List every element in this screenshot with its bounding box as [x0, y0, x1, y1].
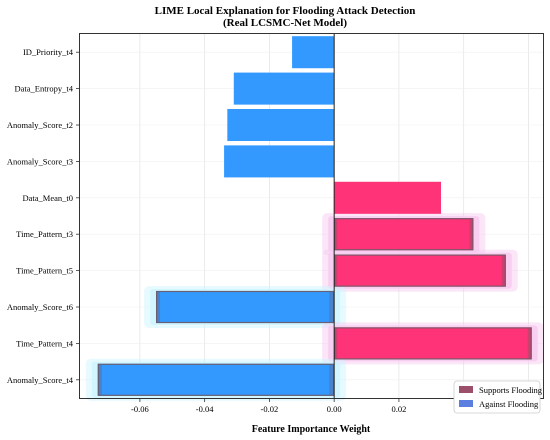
y-tick-label: Time_Pattern_t3 — [16, 229, 73, 239]
bar-shade — [329, 364, 335, 395]
bar-shade — [527, 328, 532, 359]
legend-swatch-supports — [459, 386, 473, 393]
bar — [224, 145, 335, 178]
bar — [97, 363, 335, 396]
bar-shade — [329, 291, 335, 323]
bar — [292, 36, 335, 69]
bar-shade — [97, 364, 102, 395]
x-tick-label: -0.04 — [196, 404, 214, 414]
chart-title-group: LIME Local Explanation for Flooding Atta… — [155, 5, 416, 29]
bar-shade — [501, 255, 506, 286]
bar — [334, 181, 442, 214]
y-tick-label: Data_Mean_t0 — [22, 193, 73, 203]
bar-shade — [469, 219, 474, 250]
bars — [97, 34, 532, 398]
bar — [227, 108, 335, 142]
x-tick-label: -0.06 — [131, 404, 149, 414]
bar — [334, 327, 532, 360]
y-tick-label: Data_Entropy_t4 — [14, 84, 73, 94]
bar-shade — [334, 255, 338, 286]
legend-label-supports: Supports Flooding — [479, 385, 543, 395]
plot-frame — [79, 33, 544, 399]
bar — [156, 290, 335, 324]
y-tick-label: Time_Pattern_t5 — [16, 266, 73, 276]
y-tick-label: ID_Priority_t4 — [23, 47, 74, 57]
y-tick-label: Time_Pattern_t4 — [16, 338, 74, 348]
chart-subtitle: (Real LCSMC-Net Model) — [223, 17, 347, 29]
legend-box — [453, 380, 541, 414]
x-tick-label: 0.00 — [327, 404, 342, 414]
legend-label-against: Against Flooding — [479, 399, 539, 409]
bar-shade — [334, 219, 338, 250]
bar — [233, 72, 335, 105]
x-axis-label: Feature Importance Weight — [252, 424, 371, 435]
y-tick-label: Anomaly_Score_t6 — [7, 302, 73, 312]
y-tick-label: Anomaly_Score_t2 — [7, 120, 73, 130]
x-tick-label: -0.02 — [261, 404, 279, 414]
y-tick-label: Anomaly_Score_t4 — [7, 375, 74, 385]
x-tick-label: 0.02 — [391, 404, 406, 414]
bar — [334, 254, 506, 287]
chart-title: LIME Local Explanation for Flooding Atta… — [155, 5, 416, 17]
y-axis-labels: ID_Priority_t4 Data_Entropy_t4 Anomaly_Sco… — [7, 47, 80, 385]
bar — [334, 218, 474, 251]
bar-shade — [334, 328, 338, 359]
y-tick-label: Anomaly_Score_t3 — [7, 156, 73, 166]
bar-shade — [156, 291, 161, 323]
legend: Supports Flooding Against Flooding — [453, 380, 543, 414]
legend-swatch-against — [459, 400, 473, 407]
